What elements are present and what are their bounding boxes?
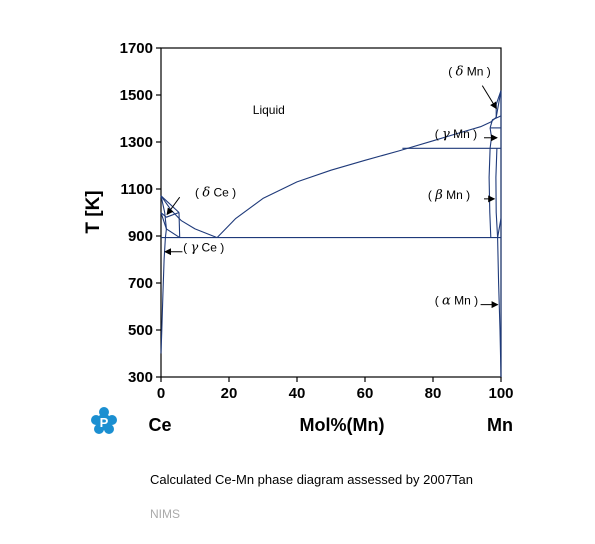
- label-arrow: [481, 85, 497, 110]
- x-tick-label: 60: [357, 385, 374, 402]
- boundary-bcc-ce-left-solvus: [160, 195, 167, 229]
- phase-labels: Liquid ( δ Ce ) ( γ Ce ) ( δ Mn ) ( γ Mn ) ( …: [183, 65, 491, 309]
- nims-p-logo-icon: P: [91, 407, 117, 434]
- y-tick-label: 1100: [120, 181, 153, 198]
- figure-caption: Calculated Ce-Mn phase diagram assessed …: [150, 472, 474, 487]
- x-axis-title: Mol%(Mn): [300, 415, 385, 435]
- phase-label-gamma-ce: ( γ Ce ): [183, 240, 224, 255]
- phase-label-delta-ce: ( δ Ce ): [195, 186, 236, 201]
- boundary-bcc-ce-left-top: [160, 195, 180, 213]
- boundary-bcc-ce-right: [178, 212, 181, 238]
- source-label: NIMS: [150, 507, 180, 521]
- phase-label-liquid: Liquid: [253, 103, 285, 117]
- x-tick-label: 40: [289, 385, 306, 402]
- phase-label-alpha-mn: ( α Mn ): [435, 294, 478, 309]
- svg-text:P: P: [100, 415, 109, 430]
- x-tick-label: 80: [425, 385, 442, 402]
- boundary-liquidus-ce: [160, 195, 218, 239]
- phase-label-gamma-mn: ( γ Mn ): [435, 127, 477, 142]
- x-tick-label: 100: [488, 385, 513, 402]
- label-arrow: [166, 196, 181, 216]
- x-tick-label: 20: [221, 385, 238, 402]
- y-tick-label: 300: [128, 369, 153, 386]
- x-tick-label: 0: [157, 385, 165, 402]
- plot-border: [160, 47, 502, 378]
- boundary-beta-alpha: [497, 218, 502, 238]
- phase-label-beta-mn: ( β Mn ): [428, 188, 470, 203]
- y-tick-label: 500: [128, 322, 153, 339]
- plot-frame: [160, 47, 502, 378]
- boundary-beta-mn-right: [495, 148, 499, 238]
- boundary-delta-gamma-lower: [489, 115, 502, 129]
- boundary-fcc-ce-solvus: [160, 228, 167, 354]
- y-tick-label: 1500: [120, 87, 153, 104]
- y-axis-ticks: 300 500 700 900 1100 1300 1500 1700: [120, 40, 161, 386]
- y-axis-title: T [K]: [83, 190, 104, 233]
- x-axis-ticks: 0 20 40 60 80 100: [157, 377, 514, 402]
- boundary-fcc-ce-upper: [160, 211, 180, 218]
- y-tick-label: 900: [128, 228, 153, 245]
- y-tick-label: 1700: [120, 40, 153, 57]
- label-arrows: [164, 85, 499, 309]
- y-tick-label: 700: [128, 275, 153, 292]
- ce-end-label: Ce: [148, 415, 171, 435]
- y-tick-label: 1300: [120, 134, 153, 151]
- phase-label-delta-mn: ( δ Mn ): [448, 65, 491, 80]
- mn-end-label: Mn: [487, 415, 513, 435]
- boundary-beta-mn-left: [488, 148, 492, 238]
- boundary-liquidus-mn: [216, 90, 502, 238]
